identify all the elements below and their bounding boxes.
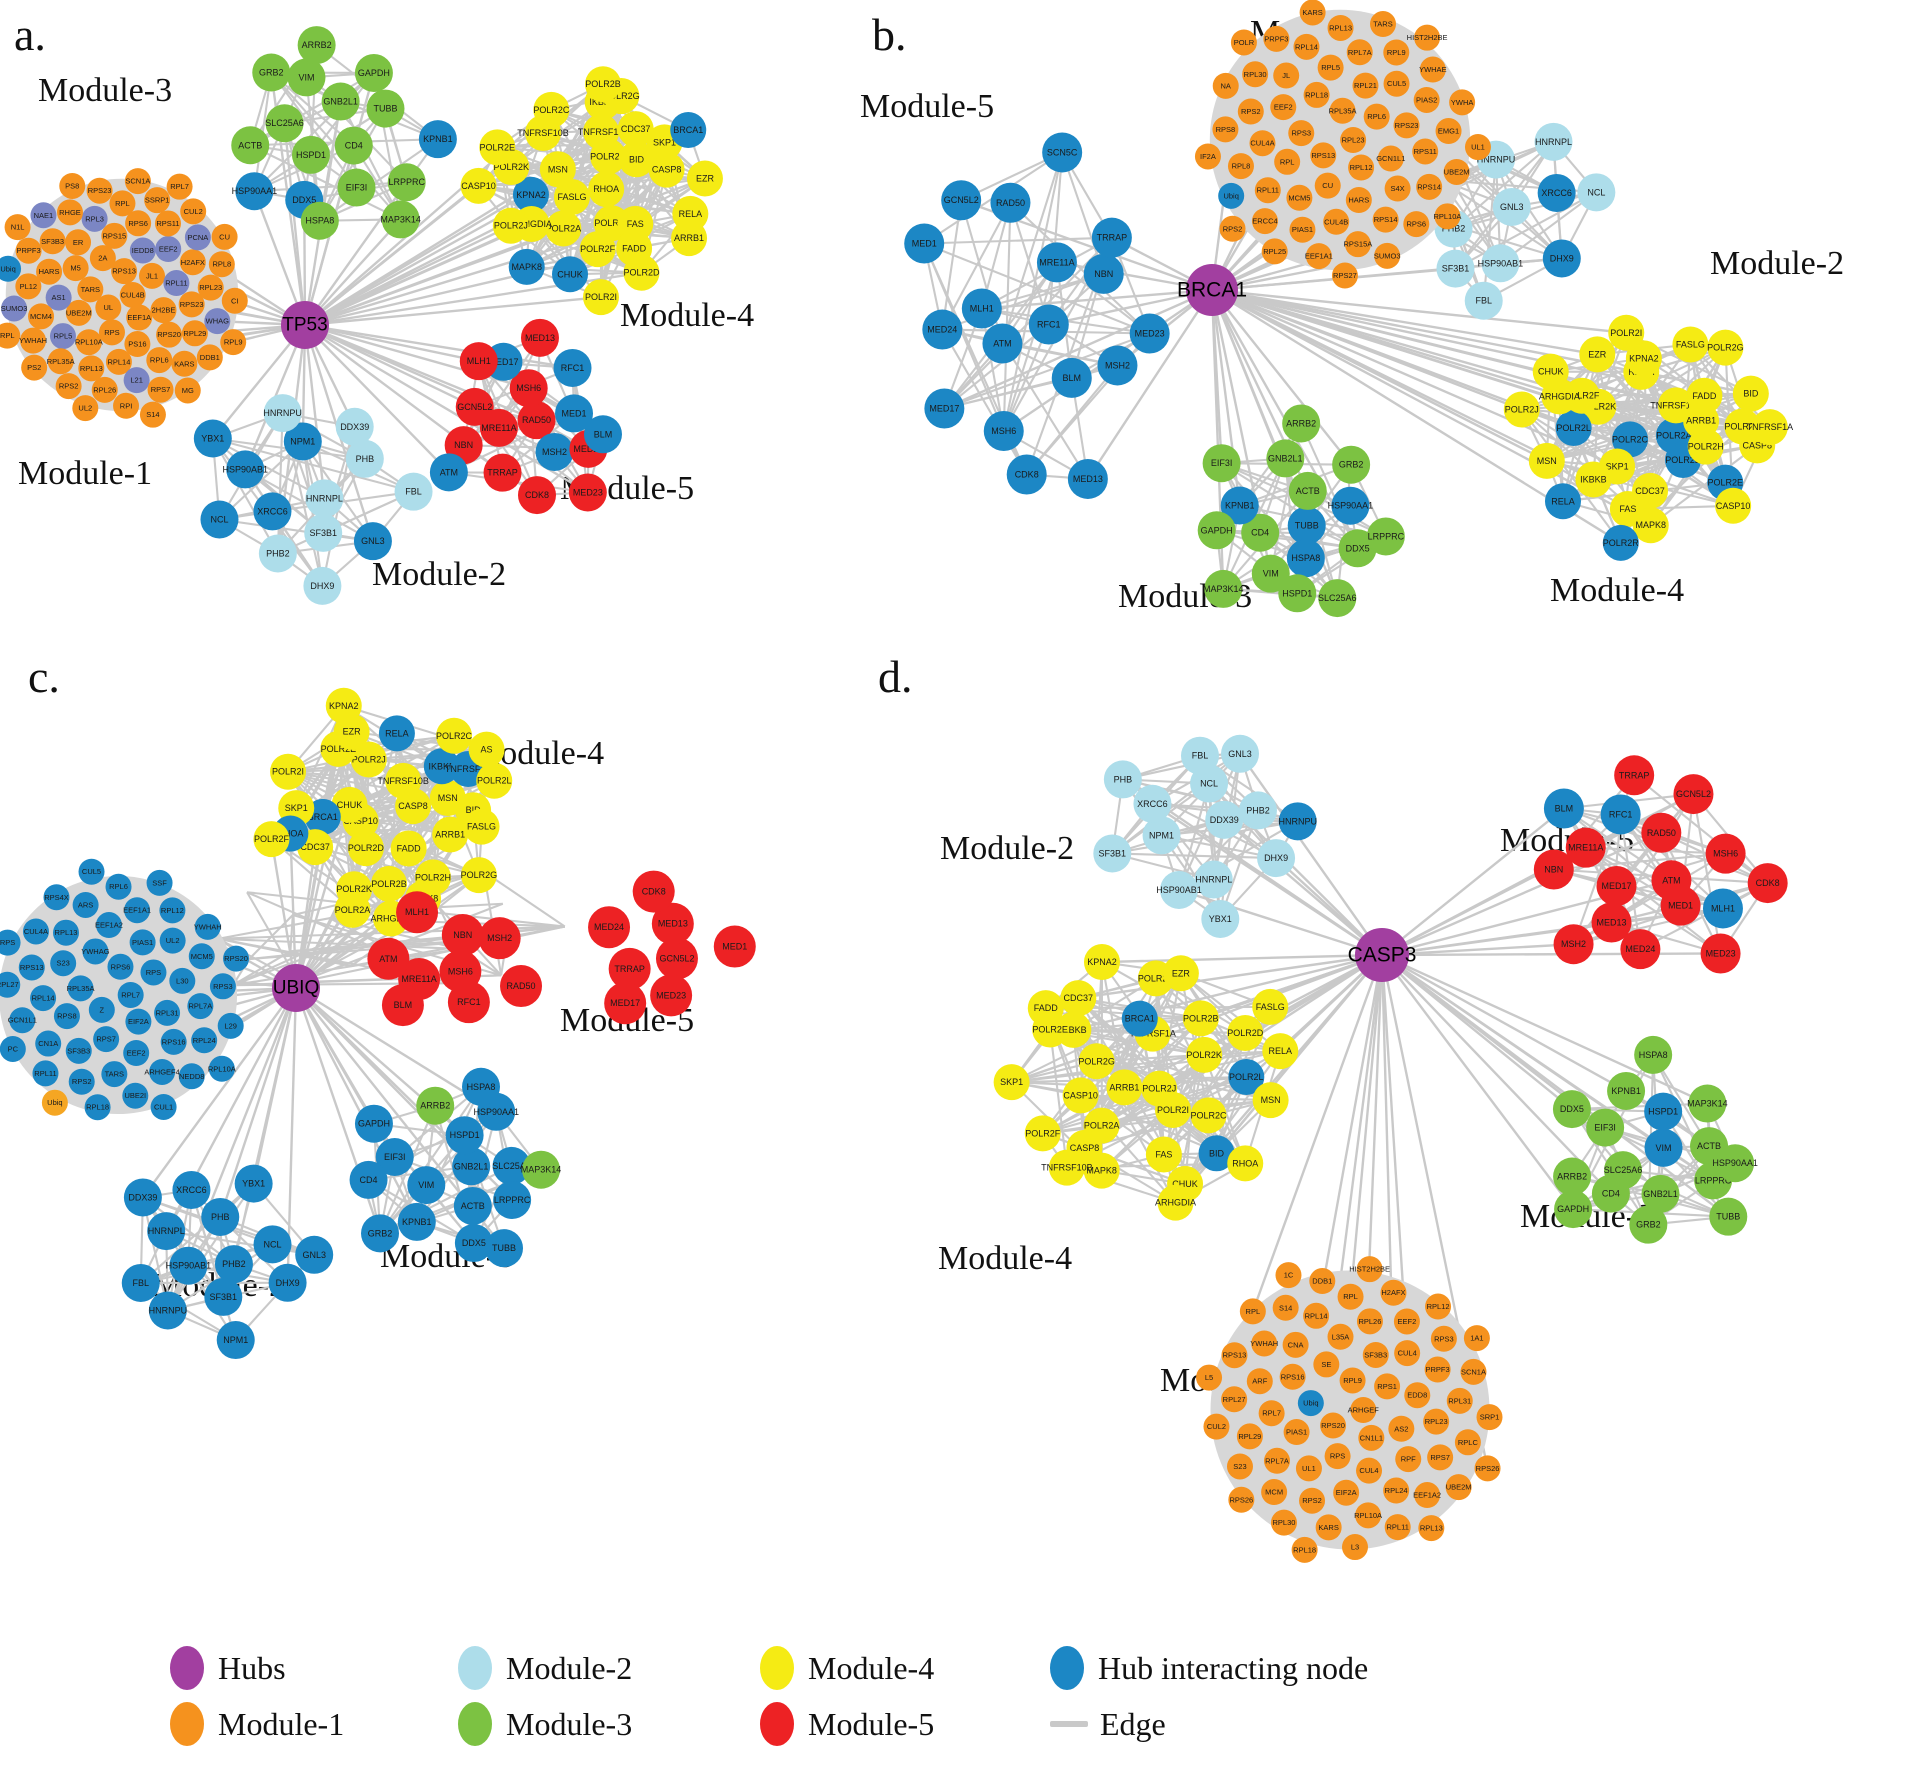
legend-item-edge: Edge	[1050, 1696, 1368, 1752]
legend-label-module-2: Module-2	[506, 1649, 633, 1686]
legend-swatch-module-3	[458, 1702, 492, 1746]
panel-d-module-2-label: Module-2	[940, 830, 1075, 867]
legend-item-hubs: Hubs	[170, 1640, 344, 1696]
legend-item-module-5: Module-5	[760, 1696, 934, 1752]
panel-a-module-1-label: Module-1	[18, 455, 153, 492]
legend-label-module-1: Module-1	[218, 1705, 345, 1742]
legend-item-module-3: Module-3	[458, 1696, 632, 1752]
legend: Hubs Module-1 Module-2 Module-3 Module-4	[170, 1640, 1368, 1760]
legend-label-module-3: Module-3	[506, 1705, 633, 1742]
panel-d-module-4-label: Module-4	[938, 1240, 1073, 1277]
panel-a-module-2-label: Module-2	[372, 556, 507, 593]
panel-b-module-4-label: Module-4	[1550, 572, 1685, 609]
legend-swatch-module-4	[760, 1646, 794, 1690]
legend-label-edge: Edge	[1100, 1705, 1166, 1742]
legend-item-module-2: Module-2	[458, 1640, 632, 1696]
legend-label-hub-interacting-node: Hub interacting node	[1098, 1649, 1369, 1686]
legend-label-module-4: Module-4	[808, 1649, 935, 1686]
panel-a-module-4-label: Module-4	[620, 297, 755, 334]
panel-b-module-5-label: Module-5	[860, 88, 995, 125]
legend-swatch-hub-interacting-node	[1050, 1646, 1084, 1690]
legend-swatch-hubs	[170, 1646, 204, 1690]
panel-c-network: CASP8CASP10TNFRSF10BFADDCHUKMSNPOLR2DPOL…	[0, 687, 756, 1360]
legend-label-module-5: Module-5	[808, 1705, 935, 1742]
panel-c-letter: c.	[28, 651, 60, 702]
panel-d-network: DDX39NPM1NCLHNRNPLXRCC6PHB2HSP90AB1FBLDH…	[993, 734, 1788, 1563]
panel-a: a. Module-3 Module-4 Module-1 Module-2 M…	[0, 0, 840, 650]
panel-b-module-2-label: Module-2	[1710, 245, 1845, 282]
panel-c: c. Module-4 Module-5 Module-1 Module-2 M…	[0, 650, 840, 1640]
panel-a-network: CD4HSPD1GNB2L1EIF3ISLC25A6TUBBDDX5VIMLRP…	[0, 26, 723, 605]
legend-label-hubs: Hubs	[218, 1649, 286, 1686]
legend-swatch-module-1	[170, 1702, 204, 1746]
legend-item-module-4: Module-4	[760, 1640, 934, 1696]
legend-swatch-module-5	[760, 1702, 794, 1746]
panel-a-letter: a.	[14, 9, 46, 60]
legend-swatch-edge	[1050, 1721, 1088, 1727]
panel-b-network: RFC1ATMMRE11ABLMMLH1NBNMSH6RAD50MSH2MED2…	[904, 0, 1793, 618]
panel-d: d. Module-2 Module-5 Module-4 Module-3 M…	[860, 650, 1923, 1775]
panel-b: b. Module-1 Module-5 Module-2 Module-3 M…	[860, 0, 1923, 650]
legend-swatch-module-2	[458, 1646, 492, 1690]
legend-item-module-1: Module-1	[170, 1696, 344, 1752]
panel-d-letter: d.	[878, 651, 913, 702]
legend-item-hub-interacting-node: Hub interacting node	[1050, 1640, 1368, 1696]
panel-a-module-3-label: Module-3	[38, 72, 173, 109]
panel-b-letter: b.	[872, 9, 907, 60]
